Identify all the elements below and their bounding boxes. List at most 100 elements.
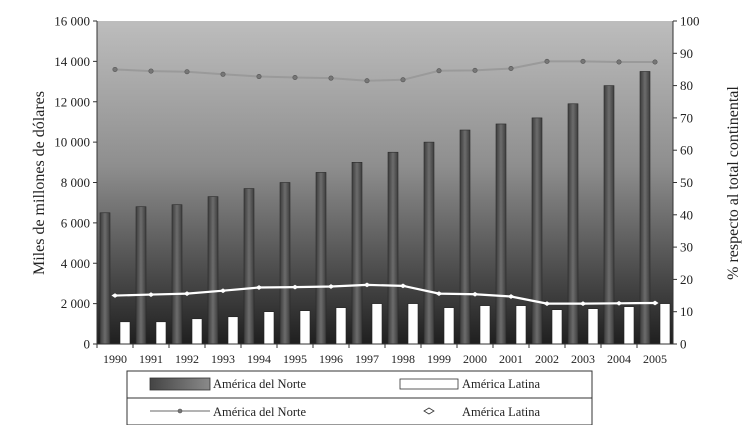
x-tick-label: 2003 [571,352,595,366]
point-latin [183,291,191,296]
right-tick-label: 10 [680,304,693,319]
point-latin [507,294,515,299]
point-north [112,66,118,72]
point-latin [327,284,335,289]
bar-latin [263,311,275,345]
left-tick-label: 14 000 [54,54,90,69]
bar-latin [659,303,671,345]
right-tick-label: 90 [680,46,693,61]
bar-latin [515,305,527,345]
right-tick-label: 40 [680,207,693,222]
right-tick-label: 70 [680,110,693,125]
x-tick-label: 1993 [211,352,235,366]
y2-axis-title: % respecto al total continental [725,86,742,280]
point-north [364,78,370,84]
left-tick-label: 12 000 [54,94,90,109]
point-latin [543,301,551,306]
right-tick-label: 50 [680,175,693,190]
bar-north [531,117,543,345]
bar-latin [191,318,203,345]
point-latin [219,288,227,294]
point-north [652,59,658,65]
x-tick-label: 1996 [319,352,343,366]
bar-latin [551,309,563,345]
point-north [256,74,262,80]
bar-latin [407,303,419,345]
bar-series [99,71,671,345]
x-tick-label: 2004 [607,352,631,366]
left-tick-label: 4 000 [61,256,90,271]
right-tick-label: 100 [680,14,700,29]
bar-latin [119,321,131,345]
bar-latin [623,306,635,345]
legend-marker-latin-line [423,407,435,415]
point-north [184,69,190,75]
point-latin [399,283,407,289]
legend-swatch-latin-bar [399,378,459,390]
right-tick-label: 30 [680,240,693,255]
bar-latin [155,321,167,345]
x-tick-label: 1994 [247,352,271,366]
bar-latin [479,305,491,345]
bar-latin [587,308,599,345]
y-axis-title: Miles de millones de dólares [31,91,48,275]
right-tick-label: 0 [680,337,687,352]
bar-latin [443,307,455,345]
point-north [292,75,298,81]
x-tick-label: 1992 [175,352,199,366]
bar-north [387,151,399,345]
point-latin [291,284,299,290]
point-north [436,68,442,74]
bar-north [567,103,579,345]
left-tick-label: 10 000 [54,135,90,150]
bar-north [243,188,255,345]
bar-north [459,129,471,345]
legend-label-latin-line: América Latina [462,405,541,419]
bar-north [603,85,615,345]
point-north [508,65,514,71]
left-tick-label: 6 000 [61,215,90,230]
x-tick-label: 1999 [427,352,451,366]
bar-latin [371,303,383,345]
right-tick-label: 60 [680,143,693,158]
point-north [148,68,154,74]
bar-north [351,162,363,345]
left-tick-label: 2 000 [61,296,90,311]
bar-latin [227,316,239,345]
left-tick-label: 0 [84,337,91,352]
left-tick-label: 16 000 [54,14,90,29]
bar-north [315,172,327,345]
legend-swatch-north-bar [149,377,211,391]
point-north [472,67,478,73]
x-tick-label: 1997 [355,352,379,366]
legend-label-latin-bar: América Latina [462,377,541,391]
x-tick-label: 2005 [643,352,667,366]
point-north [616,59,622,65]
line-north [114,60,655,82]
right-axis-ticks: 0 10 20 30 40 50 60 70 80 90 100 [673,14,700,352]
point-latin [579,301,587,306]
point-north [400,77,406,83]
legend-marker-north-line [177,408,183,414]
bar-north [495,123,507,345]
point-latin [651,300,659,306]
point-latin [363,282,371,288]
point-latin [147,292,155,297]
point-latin [471,291,479,297]
point-north [328,75,334,81]
left-axis-ticks: 0 2 000 4 000 6 000 8 000 10 000 12 000 14 000 1… [54,14,97,352]
bar-north [423,141,435,345]
x-tick-label: 1991 [139,352,163,366]
left-tick-label: 8 000 [61,175,90,190]
plot-background [97,21,673,344]
legend-label-north-bar: América del Norte [213,377,306,391]
point-latin [255,285,263,290]
point-latin [435,291,443,296]
bar-north [99,212,111,345]
x-tick-label: 1990 [103,352,127,366]
bar-north [207,196,219,345]
x-axis-ticks: 1990 1991 1992 1993 1994 1995 1996 1997 1998 1999… [96,344,667,366]
bar-north [279,182,291,345]
point-north [544,58,550,64]
